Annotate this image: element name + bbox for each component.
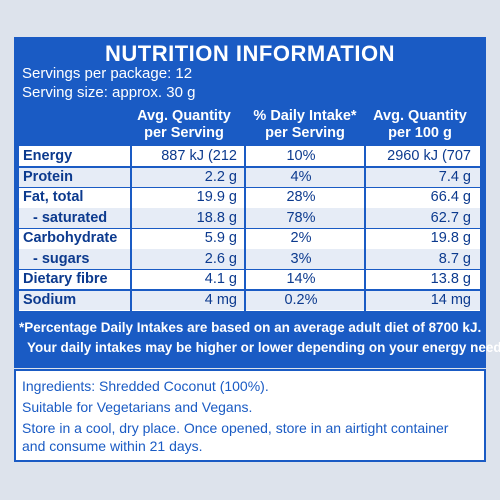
cell-per-100g: 66.4 g [430,189,471,205]
row-label: Protein [23,168,73,185]
cell-per-serving: 19.9 g [196,189,237,205]
cell-per-100g: 7.4 g [438,168,471,185]
cell-per-serving: 2.2 g [204,168,237,185]
row-divider [19,227,480,229]
cell-daily-intake: 2% [290,230,312,246]
cell-daily-intake: 10% [286,148,316,164]
row-label: Energy [23,148,73,164]
row-label: Fat, total [23,189,84,205]
column-divider [244,146,246,311]
table-row-sugars: - sugars 2.6 g 3% 8.7 g [19,248,480,269]
row-divider [19,289,480,291]
cell-per-100g: 19.8 g [430,230,471,246]
ingredients-box [14,369,486,462]
cell-daily-intake: 3% [290,250,312,267]
table-row-fat-total: Fat, total 19.9 g 28% 66.4 g [19,187,480,207]
column-divider [364,146,366,311]
cell-daily-intake: 14% [286,271,316,287]
row-divider [19,268,480,270]
table-row-saturated: - saturated 18.8 g 78% 62.7 g [19,207,480,228]
cell-per-serving: 5.9 g [204,230,237,246]
column-header-daily-intake: % Daily Intake* per Serving [253,108,357,141]
storage-instructions-continued: and consume within 21 days. [22,438,203,454]
cell-per-serving: 18.8 g [196,209,237,226]
dietary-suitability: Suitable for Vegetarians and Vegans. [22,399,253,415]
cell-daily-intake: 28% [286,189,316,205]
table-row-sodium: Sodium 4 mg 0.2% 14 mg [19,289,480,310]
column-divider [130,146,132,311]
cell-daily-intake: 4% [290,168,312,185]
cell-per-100g: 8.7 g [438,250,471,267]
table-row-energy: Energy 887 kJ (212 Cal) 10% 2960 kJ (707… [19,146,480,184]
column-header-per-100g: Avg. Quantity per 100 g [373,108,467,141]
servings-per-package: Servings per package: 12 [22,65,193,82]
cell-per-100g: 13.8 g [430,271,471,287]
row-label: - saturated [33,209,108,226]
serving-size: Serving size: approx. 30 g [22,84,196,101]
nutrition-title: NUTRITION INFORMATION [105,41,395,66]
row-divider [19,166,480,168]
row-label: - sugars [33,250,90,267]
cell-per-serving: 4 mg [204,291,237,308]
cell-daily-intake: 0.2% [284,291,318,308]
table-row-carbohydrate: Carbohydrate 5.9 g 2% 19.8 g [19,228,480,248]
cell-per-100g: 62.7 g [430,209,471,226]
table-row-protein: Protein 2.2 g 4% 7.4 g [19,166,480,187]
column-header-per-serving: Avg. Quantity per Serving [137,108,231,141]
daily-intake-footnote: *Percentage Daily Intakes are based on a… [19,320,500,355]
table-row-dietary-fibre: Dietary fibre 4.1 g 14% 13.8 g [19,269,480,289]
cell-per-serving: 2.6 g [204,250,237,267]
cell-per-serving: 4.1 g [204,271,237,287]
row-divider [19,186,480,188]
cell-daily-intake: 78% [286,209,316,226]
cell-per-100g: 14 mg [430,291,471,308]
storage-instructions: Store in a cool, dry place. Once opened,… [22,420,449,436]
row-label: Sodium [23,291,77,308]
row-label: Dietary fibre [23,271,108,287]
ingredients-text: Ingredients: Shredded Coconut (100%). [22,378,269,394]
row-label: Carbohydrate [23,230,118,246]
